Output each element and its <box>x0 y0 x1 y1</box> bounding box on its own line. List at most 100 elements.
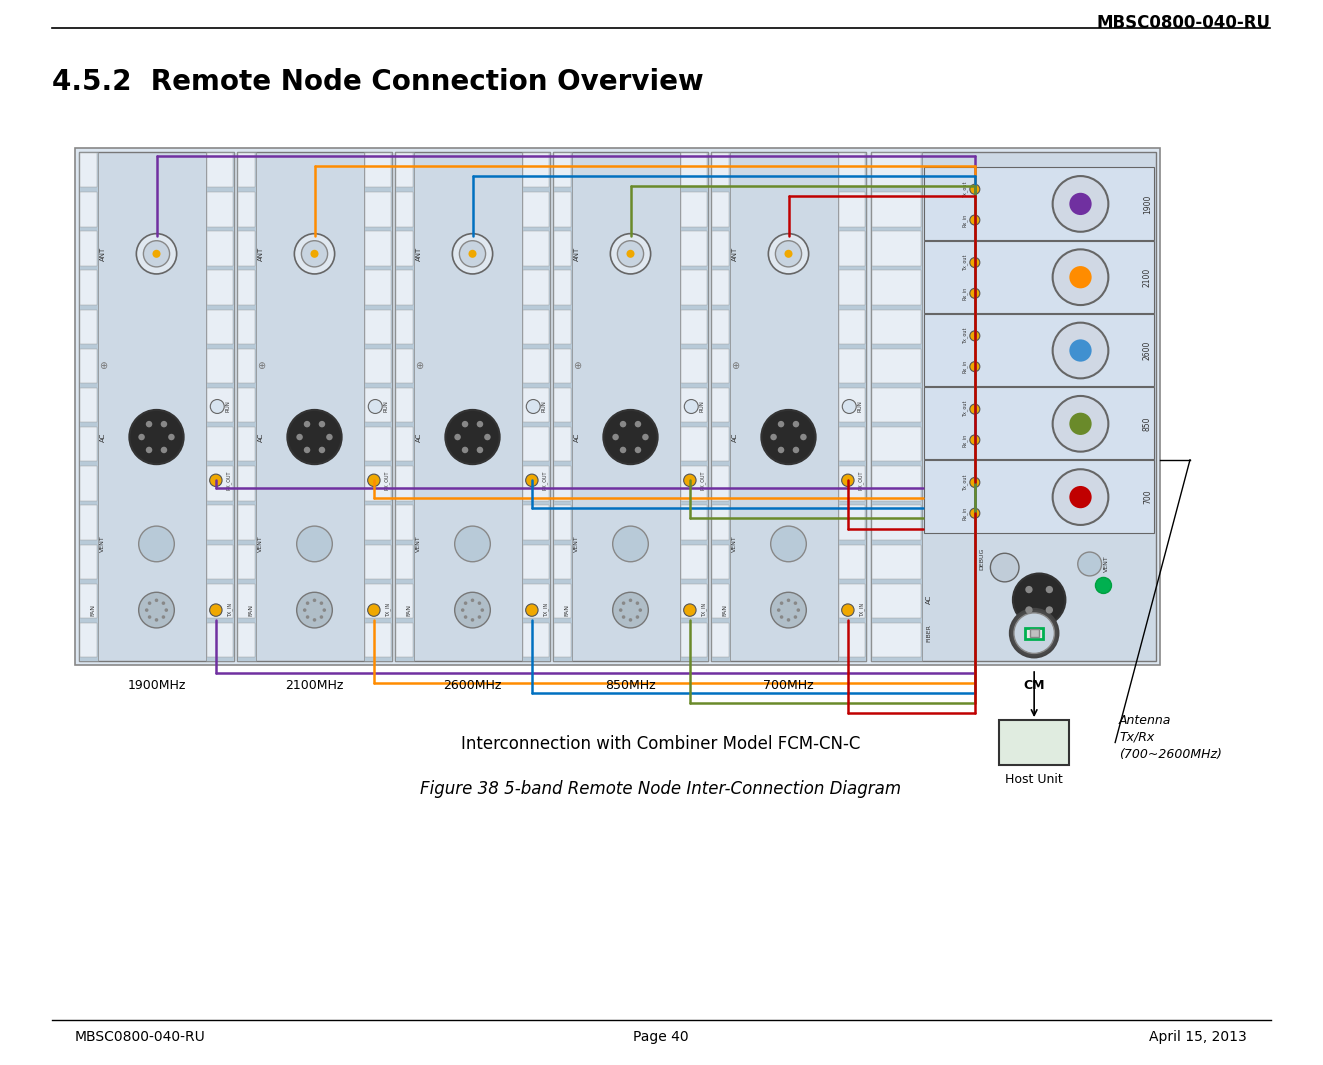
FancyBboxPatch shape <box>681 506 706 540</box>
Circle shape <box>527 399 540 413</box>
FancyBboxPatch shape <box>712 348 729 383</box>
FancyBboxPatch shape <box>925 167 1154 240</box>
Circle shape <box>777 608 781 612</box>
Text: April 15, 2013: April 15, 2013 <box>1150 1030 1248 1044</box>
Circle shape <box>296 433 303 440</box>
Circle shape <box>627 250 635 258</box>
Circle shape <box>164 608 168 612</box>
Circle shape <box>635 421 642 427</box>
Circle shape <box>304 446 311 454</box>
FancyBboxPatch shape <box>238 388 254 423</box>
Circle shape <box>306 616 310 619</box>
Text: Tx_out: Tx_out <box>962 400 968 417</box>
Circle shape <box>161 602 165 605</box>
Text: Rx_in: Rx_in <box>962 360 968 373</box>
Text: ANT: ANT <box>415 247 422 261</box>
Text: TX_IN: TX_IN <box>385 603 390 617</box>
FancyBboxPatch shape <box>523 623 549 657</box>
Circle shape <box>619 421 626 427</box>
FancyBboxPatch shape <box>872 388 921 423</box>
Circle shape <box>787 599 790 602</box>
FancyBboxPatch shape <box>712 310 729 344</box>
FancyBboxPatch shape <box>238 231 254 265</box>
FancyBboxPatch shape <box>79 388 97 423</box>
Text: AC: AC <box>99 432 106 442</box>
Circle shape <box>1025 606 1033 613</box>
FancyBboxPatch shape <box>872 427 921 461</box>
Text: VENT: VENT <box>732 536 737 553</box>
Text: 2100MHz: 2100MHz <box>286 679 344 692</box>
FancyBboxPatch shape <box>208 506 233 540</box>
Text: FAN: FAN <box>406 604 411 616</box>
Circle shape <box>323 608 325 612</box>
Text: VENT: VENT <box>415 536 421 553</box>
FancyBboxPatch shape <box>206 152 234 661</box>
FancyBboxPatch shape <box>396 348 413 383</box>
Circle shape <box>161 616 165 619</box>
Circle shape <box>970 215 980 225</box>
FancyBboxPatch shape <box>208 544 233 579</box>
Circle shape <box>1069 412 1091 435</box>
Circle shape <box>1053 249 1109 305</box>
Text: Rx_in: Rx_in <box>962 507 968 520</box>
Text: Rx_in: Rx_in <box>962 213 968 227</box>
FancyBboxPatch shape <box>872 231 921 265</box>
FancyBboxPatch shape <box>681 544 706 579</box>
FancyBboxPatch shape <box>237 152 255 661</box>
Circle shape <box>1095 577 1111 593</box>
FancyBboxPatch shape <box>925 241 1154 313</box>
Circle shape <box>1069 193 1091 215</box>
Circle shape <box>1045 586 1053 593</box>
FancyBboxPatch shape <box>365 231 392 265</box>
FancyBboxPatch shape <box>839 388 865 423</box>
FancyBboxPatch shape <box>681 192 706 227</box>
Circle shape <box>311 250 319 258</box>
Text: Tx_out: Tx_out <box>962 474 968 491</box>
FancyBboxPatch shape <box>238 584 254 618</box>
FancyBboxPatch shape <box>925 388 1154 459</box>
Circle shape <box>1069 266 1091 289</box>
Text: RX_OUT: RX_OUT <box>541 471 548 490</box>
FancyBboxPatch shape <box>238 271 254 305</box>
FancyBboxPatch shape <box>554 310 570 344</box>
FancyBboxPatch shape <box>681 310 706 344</box>
Circle shape <box>327 433 332 440</box>
Text: ANT: ANT <box>99 247 106 261</box>
Circle shape <box>368 399 382 413</box>
Text: MBSC0800-040-RU: MBSC0800-040-RU <box>75 1030 206 1044</box>
FancyBboxPatch shape <box>553 152 572 661</box>
Circle shape <box>970 404 980 414</box>
Circle shape <box>296 526 332 561</box>
FancyBboxPatch shape <box>839 348 865 383</box>
Text: VENT: VENT <box>1103 556 1109 572</box>
FancyBboxPatch shape <box>712 153 729 187</box>
Circle shape <box>613 592 648 628</box>
Text: ⊕: ⊕ <box>415 361 423 371</box>
Circle shape <box>209 474 222 487</box>
FancyBboxPatch shape <box>871 152 1156 661</box>
FancyBboxPatch shape <box>396 427 413 461</box>
FancyBboxPatch shape <box>238 427 254 461</box>
Circle shape <box>525 604 538 617</box>
FancyBboxPatch shape <box>208 153 233 187</box>
FancyBboxPatch shape <box>839 192 865 227</box>
FancyBboxPatch shape <box>365 310 392 344</box>
FancyBboxPatch shape <box>681 466 706 501</box>
Circle shape <box>471 618 474 622</box>
FancyBboxPatch shape <box>553 152 708 661</box>
FancyBboxPatch shape <box>208 310 233 344</box>
Circle shape <box>143 241 169 267</box>
Circle shape <box>484 433 491 440</box>
FancyBboxPatch shape <box>523 427 549 461</box>
Circle shape <box>287 410 341 464</box>
FancyBboxPatch shape <box>554 271 570 305</box>
FancyBboxPatch shape <box>208 584 233 618</box>
FancyBboxPatch shape <box>238 544 254 579</box>
FancyBboxPatch shape <box>554 388 570 423</box>
Circle shape <box>452 233 492 274</box>
Circle shape <box>639 608 642 612</box>
Circle shape <box>1025 586 1033 593</box>
Circle shape <box>139 433 144 440</box>
Circle shape <box>155 599 159 602</box>
FancyBboxPatch shape <box>79 152 98 661</box>
